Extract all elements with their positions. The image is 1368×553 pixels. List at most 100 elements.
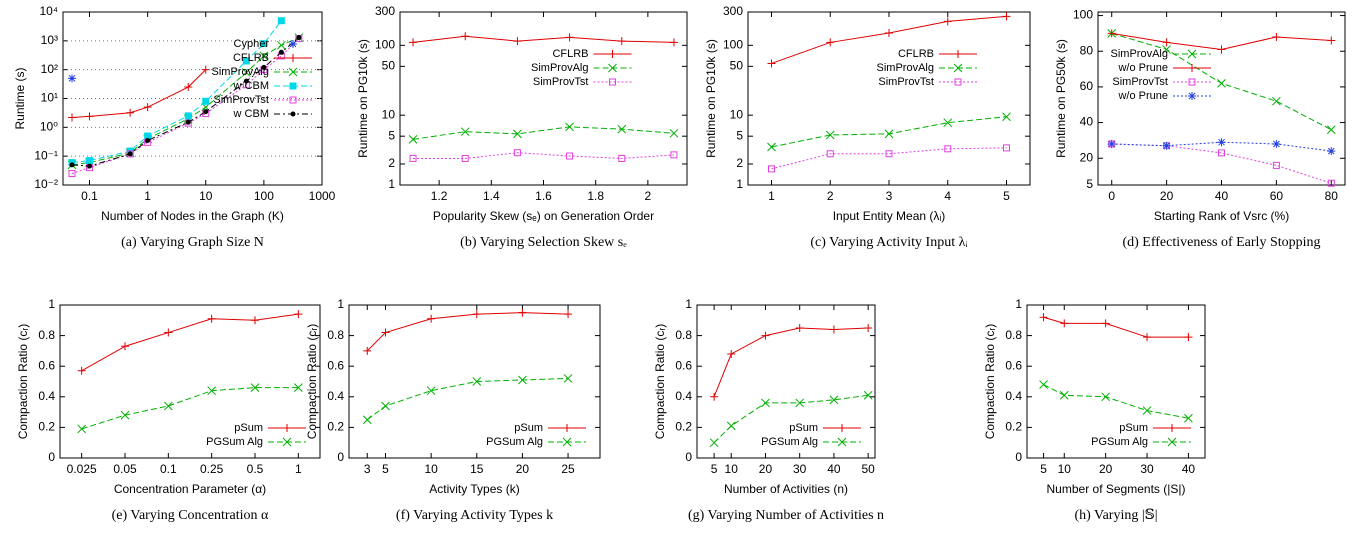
y-axis-label: Runtime on PG50k (s) [1054, 39, 1068, 158]
x-tick-label: 1.8 [587, 189, 604, 203]
x-axis-label: Concentration Parameter (α) [114, 482, 266, 496]
marker [426, 386, 436, 396]
legend-label: pSum [1119, 422, 1148, 434]
x-tick-label: 2 [645, 189, 652, 203]
y-axis-label: Compaction Ratio (cᵣ) [983, 324, 997, 440]
y-tick-label: 0.8 [675, 328, 692, 342]
marker [513, 129, 522, 139]
marker [825, 130, 835, 140]
legend-label: SimProvAlg [212, 66, 269, 78]
legend-marker [290, 111, 296, 117]
x-tick-label: 5 [382, 462, 389, 476]
marker [1162, 45, 1171, 54]
marker [710, 392, 719, 401]
x-axis-label: Starting Rank of Vsrc (%) [1154, 209, 1289, 223]
y-tick-label: 20 [1080, 150, 1094, 164]
marker [277, 17, 285, 25]
x-tick-label: 0 [1108, 189, 1115, 203]
marker [1272, 139, 1281, 148]
marker [259, 51, 269, 61]
marker [294, 310, 303, 319]
legend-marker [609, 78, 616, 86]
y-tick-label: 10 [382, 107, 396, 121]
x-tick-label: 0.25 [200, 462, 224, 476]
marker [761, 398, 770, 408]
marker [427, 314, 436, 323]
marker [565, 33, 574, 42]
series-line [71, 38, 300, 174]
legend-marker [1167, 437, 1177, 447]
marker [251, 316, 259, 325]
marker [381, 328, 390, 337]
marker [617, 37, 626, 46]
legend-marker [289, 54, 297, 62]
marker [1039, 313, 1048, 322]
y-tick-label: 5 [1086, 177, 1093, 191]
y-tick-label: 0.2 [327, 420, 344, 434]
marker [767, 142, 776, 152]
marker [461, 32, 470, 41]
y-tick-label: 0.4 [1005, 389, 1022, 403]
marker [518, 308, 527, 317]
marker [68, 170, 76, 178]
marker [1059, 390, 1069, 400]
x-tick-label: 20 [516, 462, 530, 476]
marker [864, 323, 873, 332]
marker [472, 377, 482, 386]
x-tick-label: 1.4 [483, 189, 500, 203]
y-axis-label: Compaction Ratio (cᵣ) [653, 324, 667, 440]
marker [242, 68, 251, 77]
caption: (g) Varying Number of Activities n [688, 508, 884, 523]
marker [1327, 147, 1336, 156]
y-axis-label: Runtime on PG10k (s) [356, 39, 370, 158]
marker [472, 310, 481, 319]
x-axis-label: Number of Nodes in the Graph (K) [101, 209, 284, 223]
marker [121, 342, 129, 351]
marker [1327, 36, 1336, 45]
y-tick-label: 1 [1015, 297, 1022, 311]
marker [277, 40, 286, 50]
legend-marker [1188, 92, 1196, 100]
plot-frame [1097, 11, 1346, 186]
x-tick-label: 100 [254, 189, 274, 203]
marker [618, 154, 626, 162]
marker [145, 137, 151, 143]
marker [826, 150, 834, 158]
plot-frame [1026, 304, 1206, 459]
marker [69, 162, 75, 168]
marker [1272, 161, 1280, 169]
marker [184, 112, 192, 120]
marker [795, 398, 805, 408]
x-axis-label: Activity Types (k) [429, 482, 519, 496]
y-axis-label: Runtime on PG10k (s) [704, 39, 718, 158]
legend-marker [1187, 49, 1197, 59]
marker [943, 17, 952, 26]
x-tick-label: 1 [768, 189, 775, 203]
legend-label: SimProvAlg [531, 62, 588, 74]
marker [296, 35, 302, 41]
x-tick-label: 1.6 [535, 189, 552, 203]
y-tick-label: 0.6 [38, 358, 55, 372]
marker [1101, 319, 1110, 328]
legend-marker [837, 437, 847, 447]
marker [409, 154, 417, 162]
marker [617, 124, 627, 134]
caption: (a) Varying Graph Size N [121, 235, 264, 250]
y-tick-label: 10 [730, 107, 744, 121]
caption: (e) Varying Concentration α [112, 508, 269, 523]
legend-label: CFLRB [552, 48, 588, 60]
x-tick-label: 10 [199, 189, 213, 203]
legend-marker [288, 67, 298, 77]
marker [1217, 138, 1226, 147]
marker [126, 108, 135, 117]
marker [85, 112, 94, 121]
marker [1217, 78, 1226, 88]
x-tick-label: 3 [886, 189, 893, 203]
marker [669, 128, 679, 138]
caption: (h) Varying |𝕊| [1074, 508, 1157, 523]
y-tick-label: 100 [723, 37, 743, 51]
caption: (f) Varying Activity Types k [396, 508, 553, 523]
marker [564, 310, 573, 319]
marker [863, 390, 873, 400]
marker [829, 395, 839, 405]
